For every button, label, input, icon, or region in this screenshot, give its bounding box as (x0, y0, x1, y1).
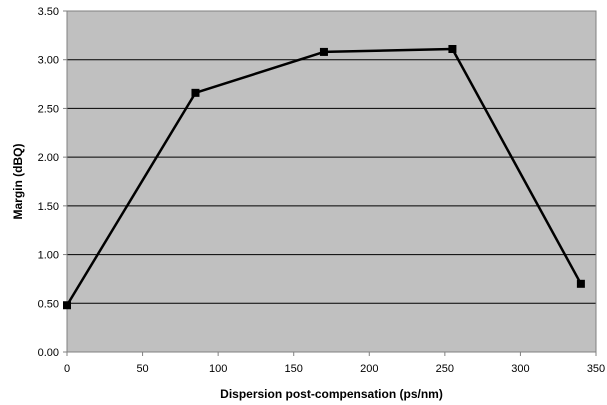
x-tick-label: 250 (436, 363, 454, 375)
y-tick-label: 0.50 (38, 298, 59, 310)
data-point (191, 88, 200, 97)
axes (66, 10, 597, 353)
y-tick-label: 0.00 (38, 347, 59, 359)
y-tick-label: 2.50 (38, 103, 59, 115)
x-tick-label: 50 (136, 363, 148, 375)
plot-area (67, 11, 596, 352)
x-axis-title: Dispersion post-compensation (ps/nm) (220, 387, 443, 401)
y-tick-label: 2.00 (38, 152, 59, 164)
y-tick-label: 1.50 (38, 201, 59, 213)
x-tick-label: 100 (209, 363, 227, 375)
x-axis-ticks: 0 50 100 150 200 250 300 350 (64, 352, 605, 375)
y-axis-title: Margin (dBQ) (11, 144, 25, 220)
data-point (448, 44, 457, 53)
y-tick-label: 3.00 (38, 55, 59, 67)
x-tick-label: 300 (511, 363, 529, 375)
x-tick-label: 150 (285, 363, 303, 375)
x-tick-label: 200 (360, 363, 378, 375)
data-point (63, 301, 71, 310)
y-tick-label: 3.50 (38, 6, 59, 18)
series (63, 44, 585, 310)
data-point (319, 47, 328, 56)
x-tick-label: 0 (64, 363, 70, 375)
data-point (576, 279, 585, 288)
x-tick-label: 350 (587, 363, 605, 375)
y-axis-ticks: 0.00 0.50 1.00 1.50 2.00 2.50 3.00 3.50 (38, 6, 67, 359)
y-tick-label: 1.00 (38, 250, 59, 262)
